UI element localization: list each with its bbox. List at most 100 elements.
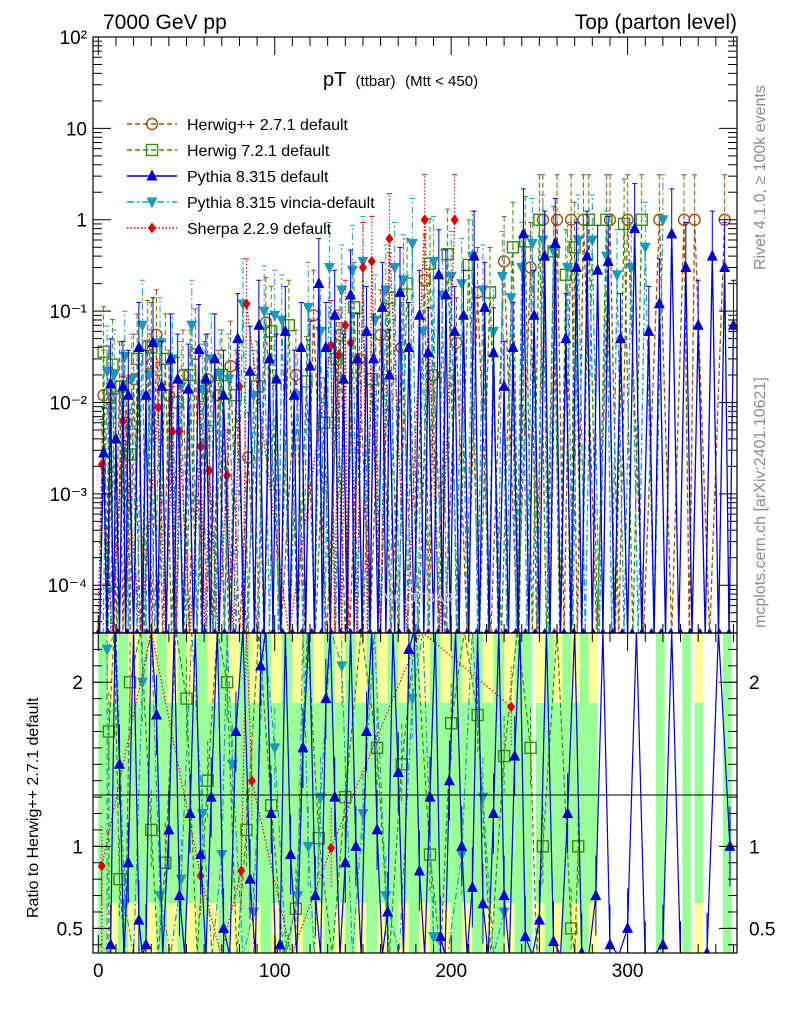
data-point <box>403 340 415 352</box>
main-ytick-label: 10⁻¹ <box>50 302 88 323</box>
band-yellow <box>107 903 118 953</box>
data-point <box>338 372 350 384</box>
zero-marker <box>250 628 257 633</box>
ratio-point <box>247 775 256 787</box>
main-ytick-label: 10⁻³ <box>50 485 88 506</box>
band-green <box>493 633 505 953</box>
band-green <box>588 633 598 953</box>
ratio-point <box>443 774 455 786</box>
data-point <box>263 352 275 364</box>
ratio-point <box>519 930 531 942</box>
data-point <box>507 340 519 352</box>
data-point <box>110 432 122 444</box>
zero-marker <box>706 628 713 633</box>
band-green <box>377 633 388 953</box>
legend-label: Herwig++ 2.7.1 default <box>187 117 349 134</box>
data-point <box>214 370 226 382</box>
data-point <box>568 241 581 254</box>
data-point <box>98 446 110 458</box>
ratio-point <box>524 741 537 755</box>
zero-marker <box>609 628 616 633</box>
legend-label: Pythia 8.315 vincia-default <box>187 195 375 212</box>
data-point <box>136 320 148 332</box>
data-point <box>295 340 307 352</box>
ratio-point <box>309 889 321 901</box>
band-yellow <box>186 903 198 953</box>
band-yellow <box>228 633 240 703</box>
data-point <box>315 326 327 338</box>
data-point <box>223 374 235 386</box>
data-point <box>526 238 538 250</box>
zero-marker <box>648 628 655 633</box>
data-point <box>406 238 418 250</box>
data-point <box>258 306 270 318</box>
ratio-point <box>428 932 440 944</box>
ratio-series-sherpa <box>97 633 516 953</box>
zero-marker <box>667 628 674 633</box>
data-point <box>317 416 331 429</box>
ratio-point <box>269 743 281 755</box>
data-point <box>288 388 300 400</box>
band-green <box>324 633 335 953</box>
side-label-mcplots: mcplots.cern.ch [arXiv:2401.10621] <box>752 377 769 628</box>
zero-marker <box>716 628 723 633</box>
data-point <box>304 359 316 371</box>
data-point <box>323 263 335 275</box>
ratio-point <box>244 872 256 884</box>
zero-marker <box>541 628 548 633</box>
ratio-point <box>657 938 669 950</box>
ratio-point <box>145 823 158 837</box>
band-green <box>281 633 293 953</box>
zero-marker <box>105 628 111 633</box>
ratio-point <box>297 741 309 753</box>
band-green <box>451 633 462 953</box>
band-yellow <box>128 903 139 953</box>
data-point <box>385 233 394 245</box>
data-point <box>560 332 572 344</box>
zero-marker <box>473 628 480 633</box>
zero-marker <box>600 628 606 633</box>
ratio-point <box>703 946 711 953</box>
band-green <box>260 633 272 953</box>
ratio-point <box>497 749 511 763</box>
series-line <box>97 219 456 633</box>
band-green <box>461 633 473 953</box>
plot-title-main: pT <box>323 69 346 91</box>
ratio-point <box>509 749 521 761</box>
data-point <box>140 388 152 400</box>
zero-marker <box>512 628 519 633</box>
ratio-point <box>370 741 384 755</box>
main-ytick-label: 10 <box>66 119 87 140</box>
ratio-point <box>572 840 585 853</box>
ratio-point <box>255 659 267 671</box>
legend-entry-vincia: Pythia 8.315 vincia-default <box>127 195 375 212</box>
band-green <box>271 633 282 953</box>
zero-marker <box>590 628 597 633</box>
data-point <box>209 352 221 364</box>
data-point <box>279 324 291 336</box>
ratio-point <box>380 891 392 903</box>
plot-title-sub1: (ttbar) <box>356 73 396 90</box>
ratio-point <box>302 841 314 853</box>
ratio-panel-frame <box>92 632 738 954</box>
band-green <box>177 633 187 953</box>
band-green <box>562 633 572 953</box>
data-point <box>105 377 117 389</box>
zero-marker <box>619 628 626 633</box>
legend-marker <box>145 143 159 157</box>
zero-marker <box>493 628 500 633</box>
ratio-point <box>113 757 125 769</box>
ratio-point <box>562 807 574 819</box>
ratio-point <box>622 921 634 933</box>
legend: Herwig++ 2.7.1 default Herwig 7.2.1 defau… <box>127 117 375 238</box>
data-point <box>182 382 194 394</box>
ratio-line <box>108 633 579 953</box>
zero-marker <box>367 628 373 633</box>
band-yellow <box>167 903 178 953</box>
zero-marker <box>580 628 587 633</box>
series-line <box>98 219 726 633</box>
zero-marker <box>551 628 558 633</box>
data-point <box>562 263 574 275</box>
data-point <box>347 301 361 314</box>
